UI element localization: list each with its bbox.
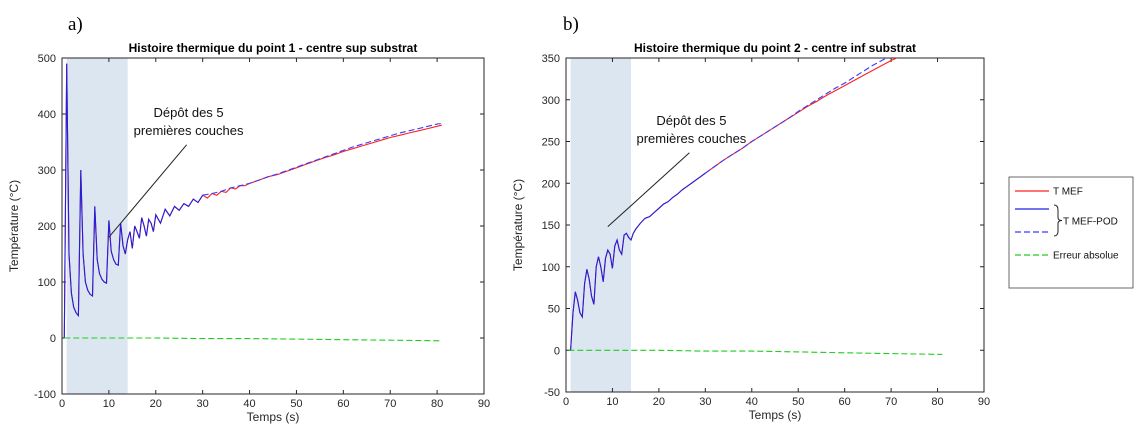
x-tick-label: 60 (337, 398, 349, 410)
x-axis-label: Temps (s) (247, 410, 300, 424)
x-tick-label: 60 (839, 396, 851, 408)
x-tick-label: 40 (746, 396, 758, 408)
x-axis-label: Temps (s) (749, 408, 802, 422)
annotation-pointer-line (607, 152, 690, 228)
series-group (568, 58, 943, 355)
x-tick-label: 80 (931, 396, 943, 408)
x-tick-label: 20 (150, 398, 162, 410)
deposition-shaded-region (570, 58, 632, 392)
series-line-mef-pod-solid (568, 172, 706, 351)
chart-title: Histoire thermique du point 2 - centre i… (634, 41, 916, 55)
y-tick-label: 250 (542, 137, 560, 149)
chart-panel-b: 0 10 20 30 40 50 60 70 80 90-50050100150200250300… (511, 14, 990, 422)
series-line-mef-pod-dashed (704, 58, 888, 174)
y-tick-label: 300 (542, 95, 560, 107)
y-tick-label: -100 (34, 389, 56, 401)
legend-entry-label: Erreur absolue (1053, 251, 1119, 262)
x-tick-label: 70 (885, 396, 897, 408)
annotation-text: Dépôt des 5 (154, 105, 224, 120)
x-tick-label: 80 (431, 398, 443, 410)
series-group (63, 63, 442, 342)
panel-label: a) (68, 14, 83, 35)
x-tick-label: 90 (478, 398, 490, 410)
x-tick-label: 10 (606, 396, 618, 408)
x-tick-label: 50 (792, 396, 804, 408)
y-tick-label: 400 (38, 109, 56, 121)
y-tick-label: 100 (542, 262, 560, 274)
series-line-erreur-absolue (568, 349, 943, 355)
y-tick-label: 300 (38, 165, 56, 177)
y-tick-label: 200 (542, 178, 560, 190)
series-line-mef-pod-dashed (202, 122, 442, 196)
annotation-pointer-line (108, 144, 187, 238)
y-axis-label: Température (°C) (7, 180, 21, 272)
x-tick-label: 10 (103, 398, 115, 410)
y-tick-label: 0 (554, 345, 560, 357)
x-tick-label: 50 (290, 398, 302, 410)
x-tick-label: 30 (197, 398, 209, 410)
y-tick-label: 150 (542, 220, 560, 232)
chart-legend: T MEF Erreur absolue T MEF-POD (1008, 176, 1134, 289)
x-tick-label: 70 (384, 398, 396, 410)
legend-group-label: T MEF-POD (1063, 217, 1118, 228)
y-tick-label: -50 (544, 387, 560, 399)
x-tick-label: 30 (699, 396, 711, 408)
annotation-text: premières couches (134, 123, 244, 138)
y-tick-label: 200 (38, 221, 56, 233)
x-tick-label: 40 (243, 398, 255, 410)
series-line-mef-pod-solid (63, 63, 204, 339)
y-axis-label: Température (°C) (511, 179, 525, 271)
legend-brace (1053, 204, 1063, 237)
y-tick-label: 50 (548, 304, 560, 316)
legend-entry-label: T MEF (1053, 187, 1083, 198)
y-tick-label: 100 (38, 277, 56, 289)
chart-title: Histoire thermique du point 1 - centre s… (129, 41, 418, 55)
annotation-text: Dépôt des 5 (656, 113, 726, 128)
y-tick-label: 500 (38, 53, 56, 65)
series-line-erreur-absolue (64, 337, 442, 342)
chart-panel-a: 0 10 20 30 40 50 60 70 80 90-1000100200300400500H… (7, 14, 490, 424)
panel-label: b) (563, 14, 579, 35)
x-tick-label: 90 (978, 396, 990, 408)
x-tick-label: 20 (653, 396, 665, 408)
x-tick-label: 0 (563, 396, 569, 408)
y-tick-label: 350 (542, 53, 560, 65)
x-tick-label: 0 (59, 398, 65, 410)
annotation-text: premières couches (636, 131, 746, 146)
y-tick-label: 0 (50, 333, 56, 345)
